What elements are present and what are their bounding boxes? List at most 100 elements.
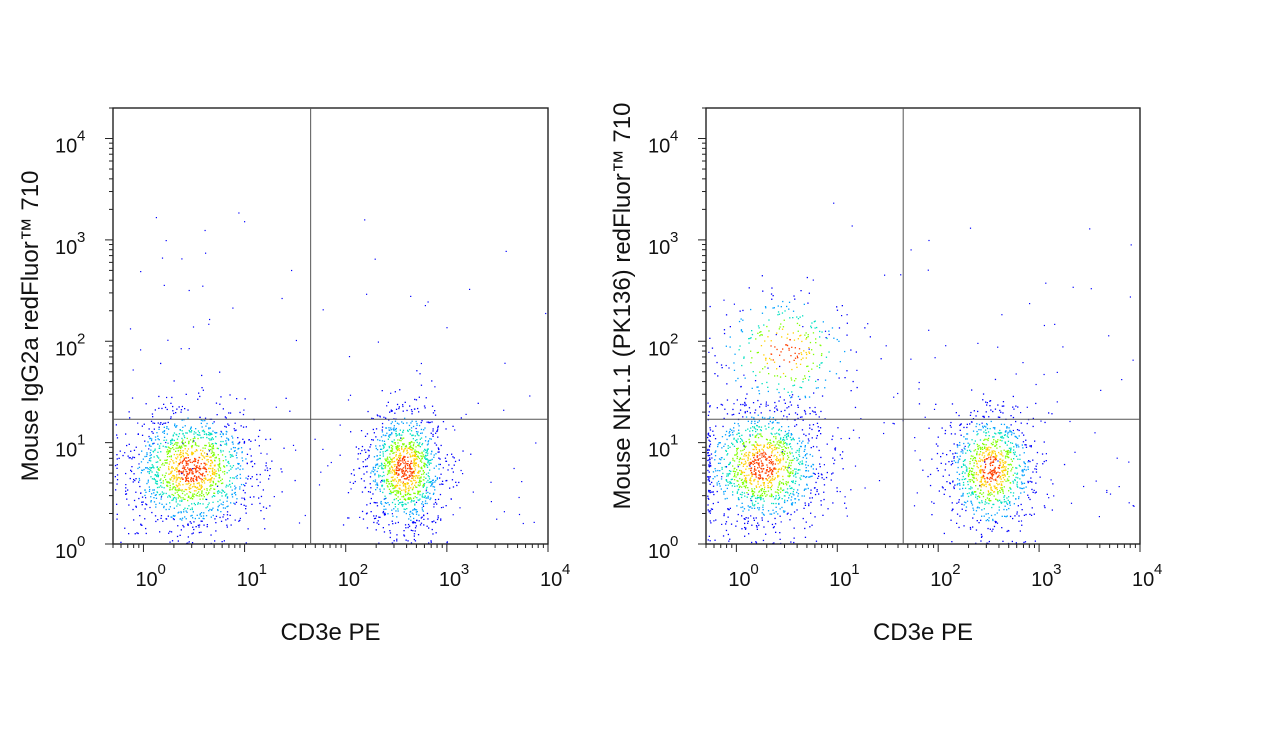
- event-dot: [163, 436, 166, 438]
- event-dot: [779, 460, 781, 462]
- event-dot: [786, 491, 788, 493]
- event-dot: [789, 471, 791, 473]
- event-dot: [769, 470, 771, 472]
- event-dot: [708, 479, 710, 481]
- event-dot: [766, 325, 768, 328]
- event-dot: [157, 476, 159, 478]
- event-dot: [958, 501, 960, 503]
- event-dot: [973, 462, 975, 464]
- event-dot: [741, 434, 743, 436]
- event-dot: [167, 446, 170, 448]
- event-dot: [170, 441, 172, 443]
- event-dot: [763, 444, 765, 446]
- event-dot: [1015, 435, 1017, 438]
- event-dot: [177, 447, 179, 449]
- event-dot: [750, 496, 753, 498]
- event-dot: [413, 492, 415, 494]
- event-dot: [734, 471, 737, 473]
- event-dot: [737, 432, 739, 434]
- event-dot: [183, 459, 185, 461]
- event-dot: [427, 301, 429, 303]
- event-dot: [423, 496, 426, 499]
- event-dot: [770, 444, 773, 447]
- event-dot: [189, 439, 192, 441]
- event-dot: [202, 467, 204, 469]
- event-dot: [387, 472, 389, 474]
- event-dot: [749, 412, 751, 414]
- event-dot: [160, 517, 162, 519]
- event-dot: [769, 409, 771, 412]
- event-dot: [416, 486, 418, 488]
- event-dot: [381, 463, 383, 465]
- event-dot: [150, 439, 153, 442]
- event-dot: [545, 312, 547, 315]
- event-dot: [1031, 488, 1033, 491]
- event-dot: [767, 447, 769, 449]
- event-dot: [763, 488, 765, 490]
- event-dot: [782, 482, 784, 484]
- event-dot: [210, 432, 212, 434]
- event-dot: [405, 539, 407, 541]
- event-dot: [134, 479, 136, 482]
- event-dot: [1027, 468, 1029, 470]
- event-dot: [399, 453, 401, 455]
- event-dot: [398, 479, 400, 481]
- event-dot: [295, 339, 297, 342]
- event-dot: [790, 513, 792, 516]
- event-dot: [238, 442, 240, 444]
- event-dot: [786, 466, 788, 468]
- event-dot: [1035, 471, 1038, 473]
- event-dot: [796, 316, 798, 318]
- event-dot: [834, 447, 837, 449]
- event-dot: [421, 473, 423, 476]
- event-dot: [951, 502, 953, 504]
- event-dot: [743, 471, 746, 474]
- event-dot: [422, 505, 425, 507]
- event-dot: [398, 480, 400, 482]
- event-dot: [804, 396, 807, 399]
- event-dot: [126, 444, 128, 447]
- event-dot: [730, 482, 733, 484]
- event-dot: [166, 427, 168, 429]
- event-dot: [709, 405, 711, 407]
- event-dot: [963, 525, 965, 527]
- event-dot: [775, 459, 777, 461]
- event-dot: [778, 458, 780, 461]
- event-dot: [1012, 466, 1014, 469]
- event-dot: [776, 408, 778, 410]
- event-dot: [778, 328, 780, 330]
- event-dot: [793, 457, 796, 460]
- event-dot: [185, 464, 187, 466]
- event-dot: [246, 453, 249, 455]
- event-dot: [747, 517, 749, 519]
- event-dot: [433, 467, 435, 469]
- event-dot: [234, 485, 236, 487]
- event-dot: [225, 433, 227, 435]
- event-dot: [379, 457, 381, 460]
- event-dot: [115, 424, 117, 426]
- event-dot: [157, 519, 159, 521]
- event-dot: [269, 438, 272, 440]
- event-dot: [814, 493, 817, 496]
- event-dot: [437, 428, 439, 430]
- event-dot: [414, 503, 416, 505]
- event-dot: [173, 380, 175, 382]
- event-dot: [156, 466, 158, 468]
- event-dot: [188, 289, 190, 292]
- event-dot: [797, 406, 799, 408]
- event-dot: [1003, 466, 1005, 468]
- event-dot: [386, 449, 389, 451]
- event-dot: [988, 452, 990, 454]
- event-dot: [736, 448, 738, 450]
- event-dot: [715, 519, 717, 521]
- event-dot: [771, 451, 773, 453]
- event-dot: [1044, 506, 1046, 509]
- event-dot: [708, 411, 710, 413]
- event-dot: [394, 442, 396, 444]
- event-dot: [135, 491, 137, 493]
- event-dot: [188, 496, 190, 498]
- event-dot: [709, 510, 712, 512]
- event-dot: [387, 401, 389, 403]
- event-dot: [751, 490, 753, 493]
- event-dot: [1011, 432, 1013, 434]
